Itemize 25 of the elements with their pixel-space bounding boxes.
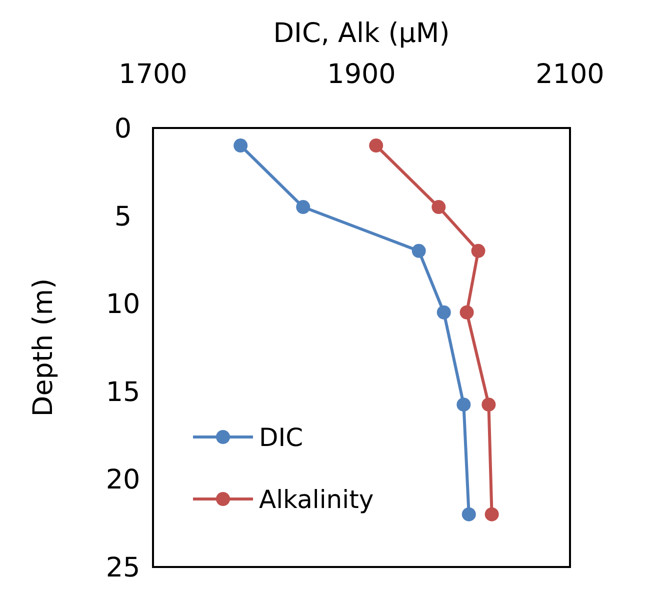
y-tick-label: 20 <box>106 464 140 496</box>
y-tick-label: 25 <box>106 552 140 584</box>
y-tick-label: 5 <box>114 201 132 232</box>
point <box>471 244 486 258</box>
legend-label: DIC <box>259 422 304 452</box>
legend-label: Alkalinity <box>259 484 374 514</box>
point <box>296 200 310 214</box>
y-tick-label: 10 <box>106 289 140 320</box>
x-tick-label: 1700 <box>118 59 188 90</box>
y-tick-label: 0 <box>114 113 132 144</box>
point <box>432 200 446 214</box>
point <box>234 138 248 153</box>
point <box>456 398 471 412</box>
point <box>412 244 426 258</box>
point <box>462 507 476 522</box>
point <box>484 507 499 522</box>
point <box>482 398 496 412</box>
point <box>369 138 384 153</box>
point <box>436 305 451 320</box>
x-tick-label: 1900 <box>327 59 396 90</box>
x-axis-title: DIC, Alk (µM) <box>273 18 450 49</box>
y-axis-title: Depth (m) <box>28 278 59 417</box>
y-tick-label: 15 <box>106 376 140 408</box>
point <box>460 305 474 320</box>
x-tick-label: 2100 <box>536 59 604 90</box>
